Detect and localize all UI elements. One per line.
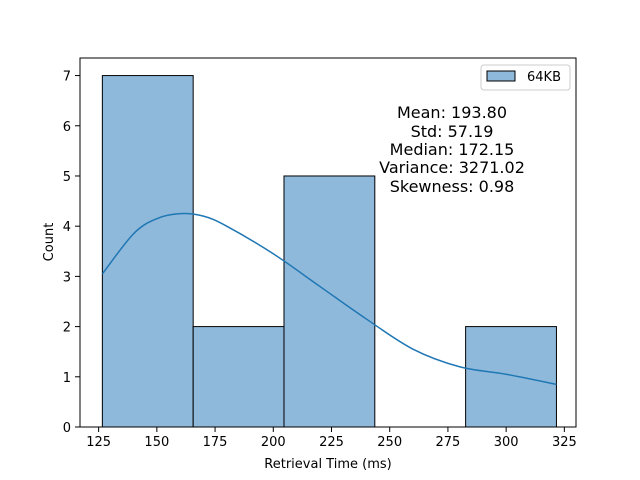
stat-median: Median: 172.15 bbox=[390, 140, 515, 159]
y-tick-label: 1 bbox=[63, 371, 71, 386]
y-tick-label: 3 bbox=[63, 270, 71, 285]
histogram-bar-1 bbox=[101, 75, 194, 428]
y-tick-label: 7 bbox=[63, 70, 71, 85]
y-tick-label: 4 bbox=[63, 220, 71, 235]
x-axis-label: Retrieval Time (ms) bbox=[264, 457, 391, 472]
stat-variance: Variance: 3271.02 bbox=[379, 158, 525, 177]
x-axis-ticks: 125 150 175 200 225 250 275 300 325 bbox=[86, 427, 577, 450]
bars-layer bbox=[101, 75, 557, 428]
x-tick-label: 200 bbox=[261, 435, 286, 450]
y-tick-label: 0 bbox=[63, 421, 71, 436]
y-axis-label: Count bbox=[42, 223, 57, 262]
legend-swatch bbox=[486, 70, 516, 82]
histogram-bar-2 bbox=[192, 326, 285, 428]
y-tick-label: 2 bbox=[63, 321, 71, 336]
x-tick-label: 150 bbox=[144, 435, 169, 450]
x-tick-label: 275 bbox=[436, 435, 461, 450]
y-tick-label: 6 bbox=[63, 120, 71, 135]
legend: 64KB bbox=[480, 64, 571, 91]
histogram-bar-3 bbox=[283, 175, 376, 428]
x-tick-label: 175 bbox=[203, 435, 228, 450]
kde-curve bbox=[101, 212, 557, 386]
x-tick-label: 325 bbox=[552, 435, 577, 450]
stat-mean: Mean: 193.80 bbox=[397, 103, 507, 122]
y-axis-ticks: 0 1 2 3 4 5 6 7 bbox=[63, 70, 80, 436]
stats-annotation: Mean: 193.80 Std: 57.19 Median: 172.15 V… bbox=[379, 103, 525, 196]
x-tick-label: 300 bbox=[494, 435, 519, 450]
histogram-bar-5 bbox=[465, 326, 557, 428]
legend-label: 64KB bbox=[527, 70, 561, 85]
x-tick-label: 225 bbox=[319, 435, 344, 450]
y-tick-label: 5 bbox=[63, 170, 71, 185]
stat-std: Std: 57.19 bbox=[411, 122, 494, 141]
x-tick-label: 125 bbox=[86, 435, 111, 450]
x-tick-label: 250 bbox=[377, 435, 402, 450]
stat-skewness: Skewness: 0.98 bbox=[390, 177, 515, 196]
plot-frame bbox=[79, 57, 577, 428]
